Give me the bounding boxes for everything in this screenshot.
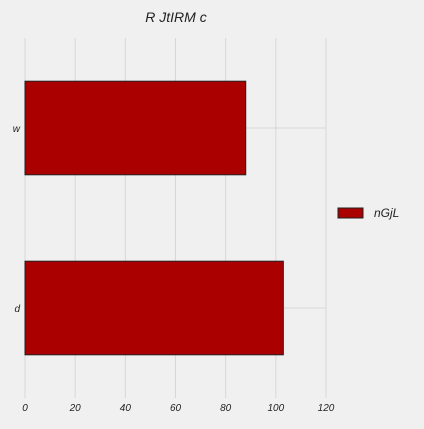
x-tick-label: 20 (69, 403, 82, 414)
x-tick-label: 0 (22, 403, 28, 414)
bar-w (24, 80, 247, 176)
bars-layer (24, 80, 284, 356)
bar-d (24, 260, 284, 356)
y-tick-label: w (13, 124, 21, 135)
x-tick-label: 80 (220, 403, 232, 414)
legend: nGjL (337, 206, 399, 220)
chart-title: R JtIRM c (145, 9, 206, 25)
legend-label-ngjl: nGjL (374, 206, 399, 220)
x-tick-label: 100 (267, 403, 284, 414)
x-tick-label: 60 (170, 403, 182, 414)
x-tick-labels: 0 20 40 60 80 100 120 (22, 403, 335, 414)
y-tick-label: d (14, 304, 20, 315)
x-tick-label: 40 (120, 403, 132, 414)
legend-swatch-ngjl (337, 207, 364, 219)
x-tick-label: 120 (318, 403, 335, 414)
y-tick-labels: wd (13, 124, 21, 315)
